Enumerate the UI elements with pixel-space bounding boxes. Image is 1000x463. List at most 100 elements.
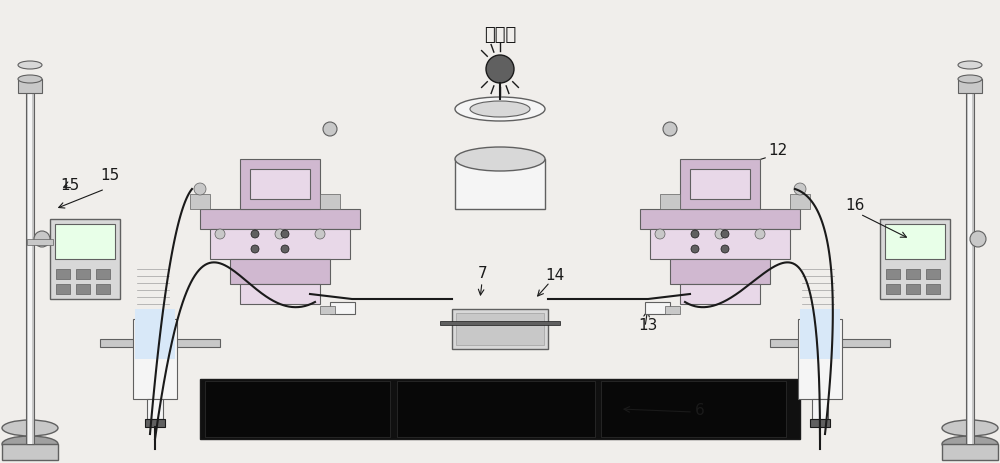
Bar	[330, 302, 355, 314]
Bar	[670, 259, 770, 284]
Ellipse shape	[281, 245, 289, 253]
Bar	[680, 160, 760, 210]
Text: 7: 7	[478, 265, 488, 281]
Bar	[200, 210, 360, 230]
Text: 13: 13	[638, 317, 657, 332]
Bar	[397, 381, 595, 437]
Text: 14: 14	[545, 268, 564, 282]
Bar	[886, 269, 900, 279]
Bar	[96, 269, 110, 279]
Ellipse shape	[958, 76, 982, 84]
Bar	[18, 80, 42, 94]
Ellipse shape	[663, 123, 677, 137]
Bar	[240, 160, 320, 210]
Bar	[880, 219, 950, 300]
Bar	[968, 80, 972, 444]
Bar	[240, 284, 320, 304]
Ellipse shape	[18, 62, 42, 70]
Ellipse shape	[251, 245, 259, 253]
Bar	[906, 284, 920, 294]
Bar	[96, 284, 110, 294]
Bar	[76, 269, 90, 279]
Bar	[250, 169, 310, 200]
Bar	[28, 80, 32, 444]
Ellipse shape	[942, 420, 998, 436]
Bar	[942, 444, 998, 460]
Bar	[133, 319, 177, 399]
Bar	[886, 284, 900, 294]
Bar	[800, 309, 840, 359]
Bar	[320, 194, 340, 210]
Bar	[190, 194, 210, 210]
Bar	[440, 321, 560, 325]
Bar	[205, 381, 390, 437]
Ellipse shape	[691, 245, 699, 253]
Ellipse shape	[958, 62, 982, 70]
Bar	[645, 302, 670, 314]
Text: 15: 15	[100, 168, 119, 182]
Bar	[958, 80, 982, 94]
Bar	[798, 319, 842, 399]
Text: 6: 6	[695, 402, 705, 417]
Bar	[601, 381, 786, 437]
Ellipse shape	[721, 245, 729, 253]
Ellipse shape	[2, 420, 58, 436]
Bar	[210, 230, 350, 259]
Bar	[966, 80, 974, 444]
Bar	[230, 259, 330, 284]
Bar	[885, 225, 945, 259]
Ellipse shape	[794, 184, 806, 195]
Bar	[455, 160, 545, 210]
Bar	[27, 239, 53, 245]
Bar	[320, 307, 335, 314]
Text: 12: 12	[768, 143, 787, 158]
Bar	[26, 80, 34, 444]
Ellipse shape	[194, 184, 206, 195]
Text: 15: 15	[60, 178, 79, 193]
Bar	[665, 307, 680, 314]
Bar	[56, 284, 70, 294]
Bar	[812, 399, 828, 419]
Ellipse shape	[455, 98, 545, 122]
Ellipse shape	[721, 231, 729, 238]
Ellipse shape	[315, 230, 325, 239]
Text: 照明光: 照明光	[484, 26, 516, 44]
Ellipse shape	[455, 148, 545, 172]
Ellipse shape	[18, 76, 42, 84]
Ellipse shape	[691, 231, 699, 238]
Bar	[145, 419, 165, 427]
Ellipse shape	[323, 123, 337, 137]
Bar	[135, 309, 175, 359]
Ellipse shape	[486, 56, 514, 84]
Text: 16: 16	[845, 198, 864, 213]
Ellipse shape	[215, 230, 225, 239]
Bar	[100, 339, 220, 347]
Bar	[640, 210, 800, 230]
Bar	[650, 230, 790, 259]
Bar	[790, 194, 810, 210]
Bar	[926, 284, 940, 294]
Ellipse shape	[942, 436, 998, 452]
Bar	[452, 309, 548, 349]
Ellipse shape	[715, 230, 725, 239]
Bar	[680, 284, 760, 304]
Bar	[55, 225, 115, 259]
Bar	[456, 313, 544, 345]
Ellipse shape	[755, 230, 765, 239]
Bar	[147, 399, 163, 419]
Bar	[50, 219, 120, 300]
Bar	[660, 194, 680, 210]
Bar	[906, 269, 920, 279]
Bar	[200, 379, 800, 439]
Bar	[76, 284, 90, 294]
Ellipse shape	[281, 231, 289, 238]
Ellipse shape	[251, 231, 259, 238]
Ellipse shape	[470, 102, 530, 118]
Bar	[56, 269, 70, 279]
Bar	[2, 444, 58, 460]
Ellipse shape	[34, 232, 50, 247]
Ellipse shape	[970, 232, 986, 247]
Ellipse shape	[275, 230, 285, 239]
Bar	[690, 169, 750, 200]
Ellipse shape	[2, 436, 58, 452]
